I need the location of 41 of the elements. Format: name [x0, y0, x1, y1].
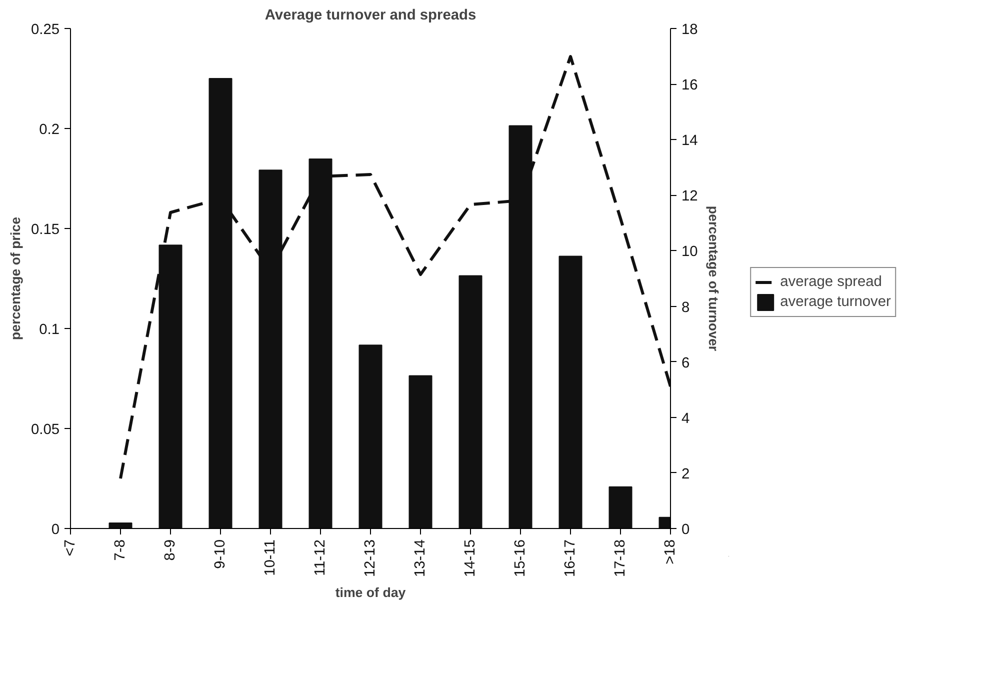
legend-label: average turnover — [780, 294, 891, 310]
x-tick-label: 11-12 — [312, 539, 328, 576]
y-axis-title: percentage of price — [8, 217, 23, 340]
y2-tick-label: 2 — [682, 466, 690, 482]
x-tick-label: 8-9 — [162, 539, 178, 561]
x-tick-label: 16-17 — [562, 539, 578, 577]
y2-tick-label: 16 — [682, 78, 698, 94]
bar — [608, 486, 632, 528]
y2-tick-label: 4 — [682, 410, 690, 427]
chart-title: Average turnover and spreads — [264, 8, 476, 24]
x-tick-label: 13-14 — [412, 539, 428, 577]
x-tick-label: 9-10 — [212, 539, 228, 569]
x-tick-label: 14-15 — [462, 539, 478, 577]
y-tick-label: 0.2 — [39, 122, 60, 138]
y2-tick-label: 6 — [682, 355, 690, 372]
bar — [358, 344, 382, 528]
y2-tick-label: 12 — [682, 188, 698, 205]
y2-tick-label: 18 — [682, 22, 698, 38]
y2-tick-label: 10 — [682, 244, 698, 260]
x-tick-label: 17-18 — [612, 539, 628, 577]
x-tick-label: 10-11 — [262, 539, 278, 576]
y-tick-label: 0 — [51, 522, 60, 538]
x-tick-label: >18 — [662, 539, 678, 564]
y2-tick-label: 14 — [682, 133, 698, 150]
bar — [108, 522, 132, 528]
bar — [408, 375, 432, 528]
legend-label: average spread — [780, 274, 882, 290]
bar — [458, 275, 482, 528]
x-tick-label: 12-13 — [362, 539, 378, 577]
y-tick-label: 0.1 — [39, 322, 60, 338]
y-tick-label: 0.25 — [30, 22, 60, 38]
bar — [558, 256, 582, 528]
y2-axis-title: percentage of turnover — [706, 206, 721, 352]
y-tick-label: 0.05 — [30, 422, 60, 438]
y-tick-label: 0.15 — [30, 222, 60, 238]
y2-tick-label: 8 — [682, 300, 690, 316]
x-tick-label: <7 — [62, 539, 78, 556]
x-axis-title: time of day — [335, 584, 406, 600]
y2-tick-label: 0 — [682, 522, 690, 538]
x-tick-label: 15-16 — [512, 539, 528, 577]
x-tick-label: 7-8 — [112, 539, 128, 561]
